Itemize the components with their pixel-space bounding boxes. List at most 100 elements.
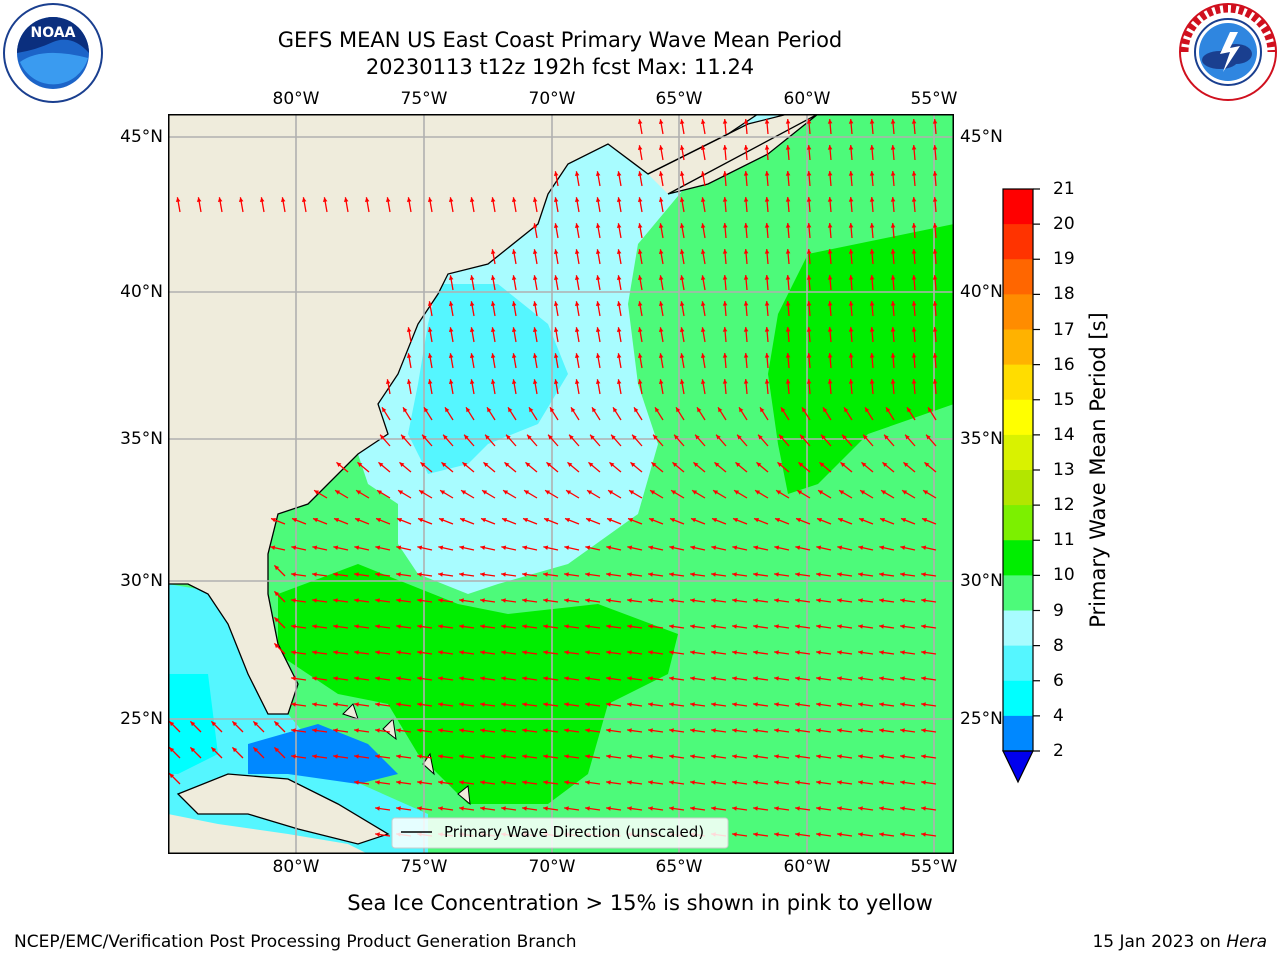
wave-arrow-head: [806, 223, 812, 228]
wave-arrow-head: [574, 171, 580, 177]
wave-arrow-head: [837, 676, 842, 681]
wave-arrow-head: [774, 572, 779, 577]
wave-arrow-head: [291, 598, 296, 603]
wave-arrow-head: [648, 624, 653, 629]
wave-arrow-head: [816, 545, 822, 550]
lat-tick-right: 40°N: [960, 282, 1003, 302]
wave-arrow-head: [827, 119, 833, 124]
wave-arrow-head: [532, 327, 538, 333]
wave-arrow-head: [629, 490, 635, 495]
wave-arrow-head: [553, 353, 559, 359]
wave-arrow-head: [611, 434, 616, 440]
wave-arrow-head: [280, 197, 286, 203]
wave-arrow-head: [840, 462, 846, 468]
wave-arrow-head: [585, 754, 590, 759]
wave-arrow-head: [860, 490, 866, 495]
wave-arrow-head: [732, 754, 737, 759]
wave-arrow-head: [732, 806, 737, 811]
wave-arrow-head: [501, 806, 506, 811]
wave-arrow-head: [679, 145, 685, 151]
wave-arrow-head: [774, 545, 780, 550]
wave-arrow-head: [691, 518, 697, 523]
wave-arrow-head: [800, 434, 805, 440]
wave-arrow-head: [592, 407, 597, 413]
wave-arrow-head: [655, 407, 660, 413]
wave-arrow-head: [522, 754, 527, 759]
wave-arrow-head: [700, 327, 706, 333]
wave-arrow-head: [890, 171, 896, 176]
wave-arrow-head: [253, 747, 259, 753]
wave-arrow-head: [890, 197, 896, 202]
wave-arrow-head: [375, 702, 380, 707]
wave-arrow-head: [848, 171, 854, 176]
wave-arrow-head: [753, 624, 758, 629]
wave-arrow-head: [490, 379, 496, 385]
wave-arrow-head: [566, 490, 572, 495]
wave-arrow-head: [501, 572, 506, 577]
footer-date: 15 Jan 2023 on Hera: [1092, 932, 1267, 952]
wave-arrow-head: [732, 702, 737, 707]
wave-arrow-head: [743, 353, 749, 358]
wave-arrow-head: [354, 624, 359, 629]
wave-arrow-head: [314, 490, 320, 495]
wave-arrow-head: [424, 407, 429, 413]
wave-arrow-head: [658, 145, 664, 151]
wave-arrow-head: [690, 572, 695, 577]
wave-arrow-head: [816, 780, 821, 785]
wave-arrow-head: [466, 407, 471, 413]
wave-arrow-head: [679, 223, 685, 229]
wave-arrow-head: [774, 806, 779, 811]
wave-arrow-head: [863, 434, 868, 440]
wave-arrow-head: [501, 728, 506, 733]
wave-arrow-head: [553, 197, 559, 203]
wave-arrow-head: [322, 197, 328, 203]
wave-arrow-head: [711, 728, 716, 733]
wave-arrow-head: [879, 598, 884, 603]
wave-arrow-head: [921, 754, 926, 759]
wave-arrow-head: [774, 650, 779, 655]
wave-arrow-head: [890, 145, 896, 150]
wave-arrow-head: [753, 650, 758, 655]
wave-arrow-head: [291, 754, 296, 759]
colorbar-band: [1003, 505, 1033, 541]
wave-arrow-head: [543, 702, 548, 707]
wave-arrow-head: [448, 197, 454, 203]
wave-arrow-head: [711, 545, 717, 550]
wave-arrow-head: [848, 249, 854, 254]
wave-arrow-head: [711, 780, 716, 785]
wave-arrow-head: [616, 171, 622, 177]
wave-arrow-head: [312, 650, 317, 655]
wave-arrow-head: [922, 518, 928, 523]
wave-arrow-head: [785, 171, 791, 176]
wave-arrow-head: [711, 702, 716, 707]
wave-arrow-head: [837, 545, 843, 550]
colorbar-band: [1003, 329, 1033, 366]
wave-arrow-head: [900, 728, 905, 733]
wave-arrow-head: [679, 249, 685, 255]
lat-tick-right: 30°N: [960, 571, 1003, 591]
wave-arrow-head: [907, 407, 912, 413]
wave-arrow-head: [921, 806, 926, 811]
wave-arrow-head: [396, 598, 401, 603]
wave-arrow-head: [354, 676, 359, 681]
wave-arrow-head: [669, 572, 674, 577]
wave-arrow-head: [291, 676, 296, 681]
wave-arrow-head: [858, 754, 863, 759]
colorbar-band: [1003, 259, 1033, 295]
wave-arrow-head: [355, 518, 361, 523]
wave-arrow-head: [508, 407, 513, 413]
wave-arrow-head: [737, 434, 742, 440]
wave-arrow-head: [827, 197, 833, 202]
wave-arrow-head: [522, 780, 527, 785]
wave-arrow-head: [886, 407, 891, 413]
wave-arrow-head: [459, 728, 464, 733]
wave-arrow-head: [445, 407, 450, 413]
wave-arrow-head: [511, 275, 517, 281]
wave-arrow-head: [700, 223, 706, 229]
wave-arrow-head: [679, 353, 685, 359]
wave-arrow-head: [837, 728, 842, 733]
wave-arrow-head: [821, 434, 826, 440]
wave-arrow-head: [459, 780, 464, 785]
ocean-period-2-4-strait: [248, 724, 398, 784]
wave-arrow-head: [312, 728, 317, 733]
